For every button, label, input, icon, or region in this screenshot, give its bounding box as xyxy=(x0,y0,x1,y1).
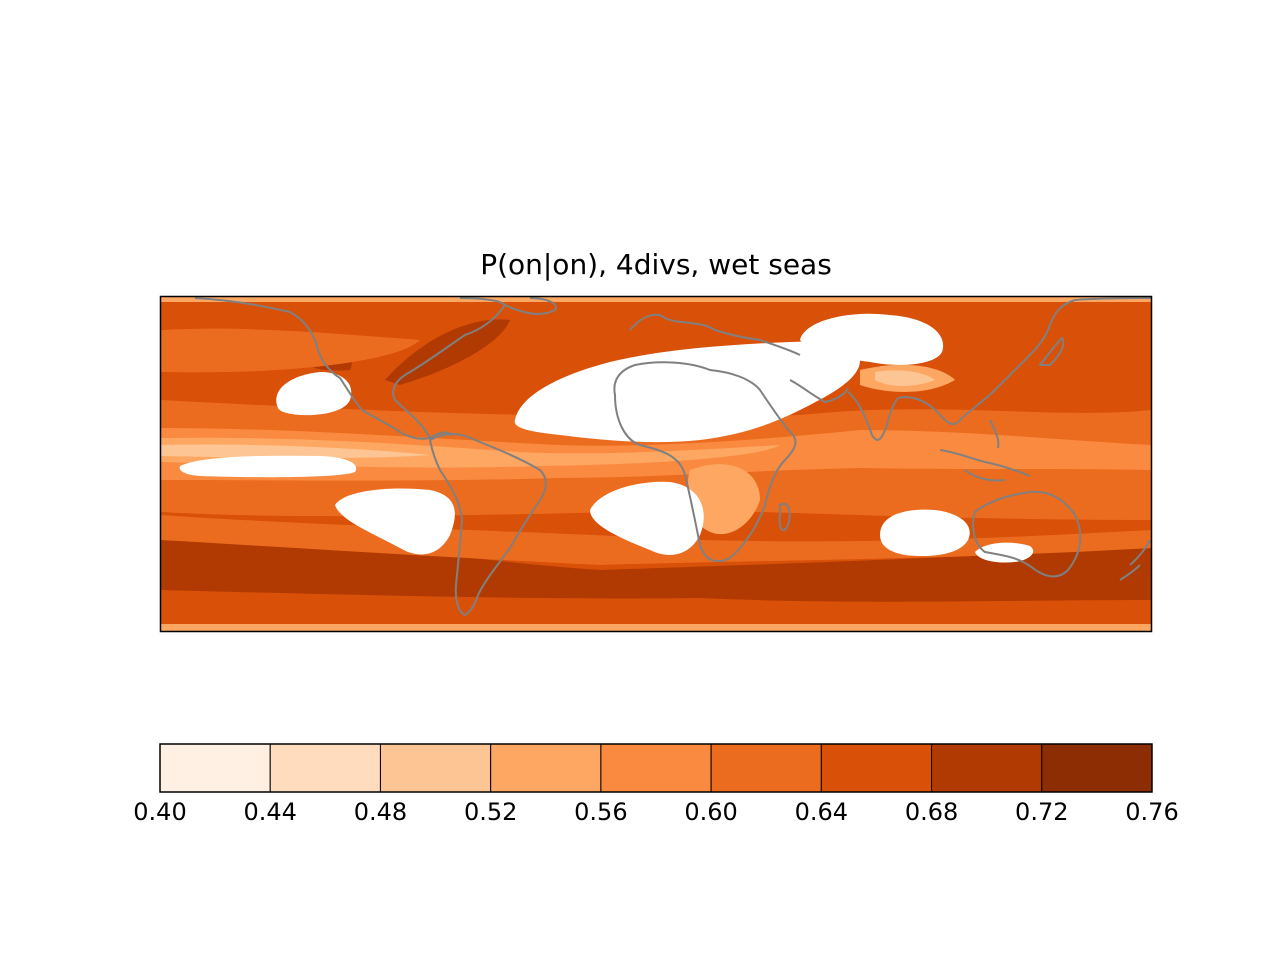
mask-australia-south xyxy=(975,542,1034,563)
colorbar-bin xyxy=(490,743,602,793)
coast-australia xyxy=(972,490,1082,578)
coast-east-asia xyxy=(897,297,1151,426)
coast-europe xyxy=(629,313,801,356)
coast-madagascar xyxy=(778,502,791,532)
mask-north-pacific-east xyxy=(276,372,352,416)
colorbar-bin xyxy=(269,743,381,793)
field-top-edge xyxy=(161,297,1151,302)
coast-south-america xyxy=(429,433,547,616)
colorbar-tick-label: 0.68 xyxy=(904,798,959,826)
coast-north-america xyxy=(194,297,506,440)
colorbar-tick-label: 0.72 xyxy=(1015,798,1069,826)
field-africa-light xyxy=(688,464,760,535)
colorbar-bin xyxy=(710,743,822,793)
coast-new-zealand xyxy=(1119,539,1151,581)
coast-africa xyxy=(613,361,797,563)
colorbar-bin xyxy=(1041,743,1153,793)
coast-greenland xyxy=(504,297,557,315)
field-bottom-edge xyxy=(161,624,1151,631)
colorbar-bin xyxy=(600,743,712,793)
colorbar-tick-label: 0.48 xyxy=(353,798,408,826)
field-equator-lightest xyxy=(161,444,430,459)
coast-philippines xyxy=(989,419,1000,449)
mask-central-asia xyxy=(800,313,944,365)
colorbar-tick-label: 0.56 xyxy=(574,798,628,826)
mask-south-atlantic xyxy=(590,481,704,555)
colorbar-frame xyxy=(159,743,1153,793)
map-panel xyxy=(161,297,1151,631)
colorbar-tick-label: 0.52 xyxy=(463,798,518,826)
colorbar-bin xyxy=(931,743,1043,793)
colorbar xyxy=(159,743,1153,793)
map-frame xyxy=(159,295,1153,633)
coast-india xyxy=(847,391,899,441)
colorbar-tick-label: 0.76 xyxy=(1125,798,1179,826)
coast-arabia xyxy=(789,379,849,403)
colorbar-bin xyxy=(379,743,492,793)
mask-south-pacific-east xyxy=(335,488,455,555)
colorbar-bin xyxy=(159,743,271,793)
coast-japan xyxy=(1039,337,1065,366)
coastlines xyxy=(194,297,1151,616)
colorbar-tick-label: 0.64 xyxy=(794,798,849,826)
chart-title: P(on|on), 4divs, wet seas xyxy=(480,248,832,281)
colorbar-tick-label: 0.60 xyxy=(684,798,738,826)
coast-indonesia xyxy=(939,449,1031,482)
colorbar-tick-label: 0.40 xyxy=(133,798,187,826)
mask-equatorial-pacific xyxy=(179,455,357,478)
field-north-mid xyxy=(161,328,420,373)
field-asia-lighter xyxy=(875,370,935,386)
colorbar-bin xyxy=(820,743,933,793)
masked-regions xyxy=(179,313,1034,563)
mask-north-atlantic-africa xyxy=(514,341,860,443)
mask-south-indian xyxy=(880,509,970,557)
colorbar-tick-label: 0.44 xyxy=(243,798,297,826)
